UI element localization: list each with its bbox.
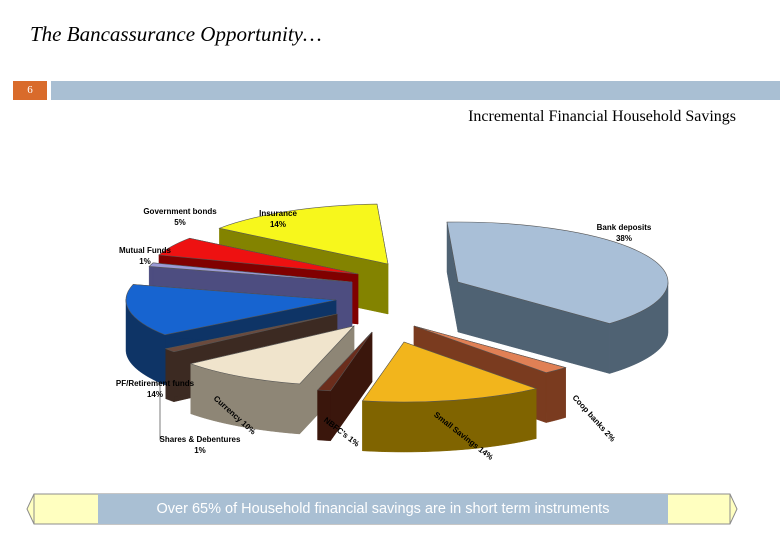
pie-slice-coop-banks [413, 325, 567, 373]
slice-label-government-bonds: Government bonds 5% [143, 207, 217, 227]
slice-side-nbfc-s [317, 331, 373, 442]
slide-title: The Bancassurance Opportunity… [30, 22, 322, 46]
header-divider-bar [51, 81, 780, 100]
pie-slices [125, 203, 669, 403]
slice-label-shares-debentures: Shares & Debentures 1% [160, 435, 241, 455]
slice-label-pf-retirement-funds: PF/Retirement funds 14% [116, 379, 195, 399]
slide-number: 6 [13, 81, 47, 100]
pie-slice-nbfc-s [317, 331, 373, 392]
pie-chart: Bank deposits 38%Coop banks 2%Small Savin… [116, 203, 669, 462]
pie-slice-mutual-funds [148, 262, 353, 283]
slice-label-coop-banks: Coop banks 2% [571, 393, 618, 443]
slice-label-insurance: Insurance 14% [259, 209, 297, 229]
callout-text: Over 65% of Household financial savings … [98, 494, 668, 524]
slice-side-bank-deposits [446, 222, 669, 374]
pie-slice-bank-deposits [446, 221, 669, 324]
pie-slice-shares-debentures [164, 313, 338, 353]
pie-slice-government-bonds [158, 237, 359, 275]
pie-slice-small-savings [361, 341, 538, 403]
pie-slice-pf-retirement-funds [125, 284, 337, 336]
pie-slice-insurance [218, 203, 389, 265]
slice-label-mutual-funds: Mutual Funds 1% [119, 246, 172, 266]
summary-callout: Over 65% of Household financial savings … [26, 493, 738, 525]
slice-label-bank-deposits: Bank deposits 38% [597, 223, 652, 243]
pie-slice-currency [189, 325, 355, 385]
chart-title: Incremental Financial Household Savings [468, 108, 736, 125]
